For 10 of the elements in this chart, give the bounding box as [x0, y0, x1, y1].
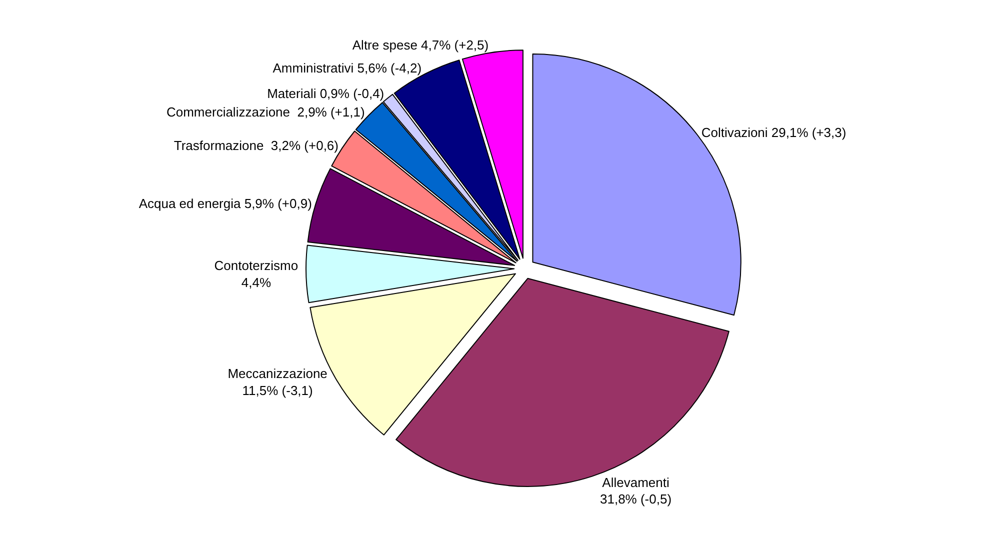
slice-label: Commercializzazione 2,9% (+1,1): [166, 104, 365, 120]
slice-label: Contoterzismo 4,4%: [214, 258, 298, 290]
slice-label: Meccanizzazione 11,5% (-3,1): [228, 366, 328, 398]
slice-label: Altre spese 4,7% (+2,5): [352, 38, 489, 53]
slice-label: Allevamenti 31,8% (-0,5): [600, 474, 672, 507]
slice-label: Coltivazioni 29,1% (+3,3): [701, 124, 846, 140]
slice-label: Acqua ed energia 5,9% (+0,9): [138, 196, 312, 212]
slice-label: Materiali 0,9% (-0,4): [267, 86, 384, 101]
slice-label: Amministrativi 5,6% (-4,2): [272, 60, 422, 76]
slice-label: Trasformazione 3,2% (+0,6): [174, 138, 339, 154]
